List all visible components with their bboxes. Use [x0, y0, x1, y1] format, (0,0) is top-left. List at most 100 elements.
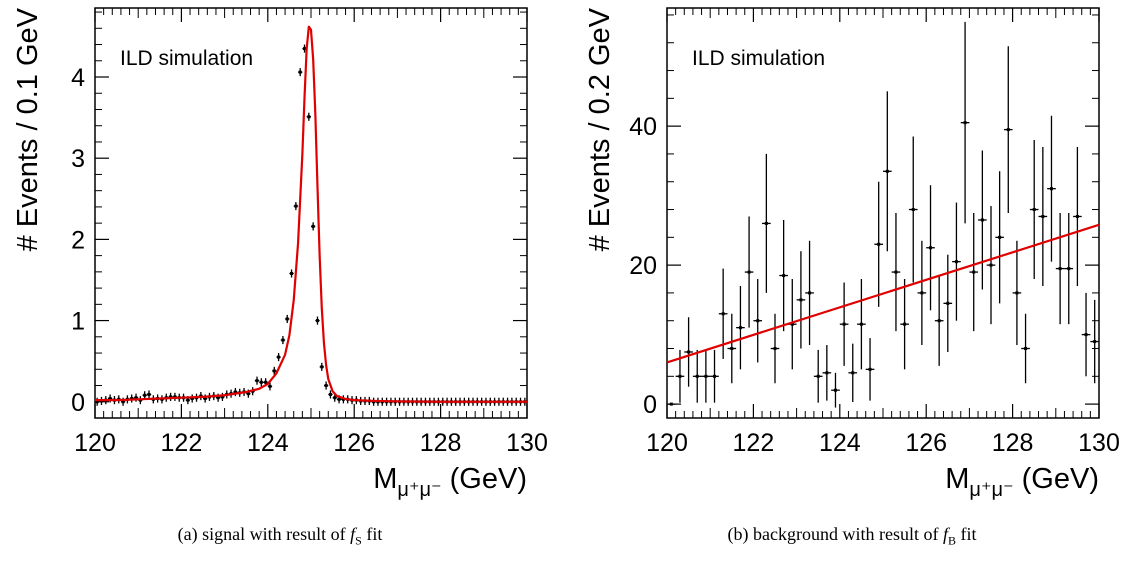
point-marker	[1067, 267, 1071, 271]
data-point	[883, 91, 892, 252]
x-tick-label: 128	[420, 429, 462, 457]
data-point	[710, 349, 719, 403]
data-point	[1047, 115, 1056, 262]
data-point	[146, 390, 152, 399]
point-marker	[877, 242, 881, 246]
point-marker	[756, 319, 760, 323]
point-marker	[108, 397, 112, 401]
point-marker	[1093, 340, 1097, 344]
caption-text: (a) signal with result of	[177, 524, 351, 544]
y-axis-label: # Events / 0.1 GeV	[12, 7, 44, 251]
data-point	[293, 202, 299, 211]
point-marker	[333, 396, 337, 400]
x-tick-label: 126	[905, 429, 947, 457]
data-point	[805, 240, 814, 346]
point-marker	[1084, 333, 1088, 337]
point-marker	[298, 70, 302, 74]
data-point	[328, 390, 333, 399]
background-chart: 120 122 124 126 128 130 0 20 40 # Events / 0.2 Ge…	[584, 7, 1120, 501]
point-marker	[220, 395, 224, 399]
point-marker	[186, 398, 190, 402]
data-point	[908, 136, 918, 283]
data-point	[1021, 313, 1030, 384]
data-point	[822, 345, 832, 401]
point-marker	[320, 365, 324, 369]
point-marker	[1041, 214, 1045, 218]
point-marker	[307, 115, 311, 119]
fit-curve	[95, 25, 527, 403]
point-marker	[255, 379, 259, 383]
point-marker	[1058, 267, 1062, 271]
point-marker	[147, 392, 151, 396]
point-marker	[859, 322, 863, 326]
data-point	[298, 68, 303, 77]
point-marker	[143, 393, 147, 397]
data-point	[1012, 240, 1022, 346]
point-marker	[713, 374, 717, 378]
point-marker	[268, 384, 272, 388]
point-marker	[233, 390, 237, 394]
point-marker	[1024, 347, 1028, 351]
data-point	[1055, 213, 1065, 325]
point-marker	[294, 204, 298, 208]
data-point	[891, 213, 901, 332]
point-marker	[911, 208, 915, 212]
point-marker	[1049, 187, 1053, 191]
data-point	[934, 275, 944, 366]
x-tick-label: 128	[992, 429, 1034, 457]
point-marker	[782, 274, 786, 278]
point-marker	[868, 367, 872, 371]
data-point	[684, 317, 693, 387]
data-point	[969, 213, 979, 332]
point-marker	[963, 121, 967, 125]
caption-subscript: S	[355, 533, 362, 548]
point-marker	[328, 392, 332, 396]
x-tick-label: 124	[819, 429, 861, 457]
point-marker	[246, 392, 250, 396]
point-marker	[277, 355, 281, 359]
x-tick-label: 120	[646, 429, 688, 457]
data-point	[727, 313, 737, 384]
point-marker	[311, 224, 315, 228]
caption-symbol: f	[942, 524, 948, 544]
data-point	[952, 202, 961, 321]
point-marker	[259, 380, 263, 384]
data-point	[796, 251, 806, 349]
data-point	[311, 222, 316, 231]
caption-text: fit	[955, 524, 977, 544]
data-point	[900, 279, 909, 370]
point-marker	[764, 221, 768, 225]
point-marker	[264, 380, 268, 384]
point-marker	[885, 169, 889, 173]
signal-chart: 120 122 124 126 128 130 0 1 2 3 4 # Events / 0.1 Ge…	[12, 7, 548, 501]
data-point	[1029, 140, 1039, 280]
point-marker	[799, 298, 803, 302]
data-point	[323, 381, 329, 390]
point-marker	[190, 397, 194, 401]
data-point	[142, 391, 147, 400]
data-point	[289, 269, 294, 278]
x-tick-label: 130	[1078, 429, 1120, 457]
point-marker	[337, 397, 341, 401]
data-point	[926, 185, 935, 311]
caption-text: fit	[361, 524, 383, 544]
point-marker	[695, 374, 699, 378]
point-marker	[315, 319, 319, 323]
point-marker	[730, 347, 734, 351]
point-marker	[989, 263, 993, 267]
x-axis-label: Mμ⁺μ⁻ (GeV)	[945, 463, 1099, 501]
point-marker	[998, 235, 1002, 239]
data-point	[280, 336, 286, 345]
data-point	[917, 240, 927, 346]
data-point	[978, 150, 987, 290]
point-marker	[825, 371, 829, 375]
point-marker	[281, 338, 285, 342]
y-axis-label: # Events / 0.2 GeV	[584, 7, 616, 251]
point-marker	[203, 397, 207, 401]
caption-symbol: f	[350, 524, 356, 544]
point-marker	[687, 350, 691, 354]
caption-signal: (a) signal with result of fS fit	[0, 524, 560, 549]
data-point	[701, 349, 711, 403]
caption-subscript: B	[947, 533, 956, 548]
data-point	[276, 353, 281, 362]
